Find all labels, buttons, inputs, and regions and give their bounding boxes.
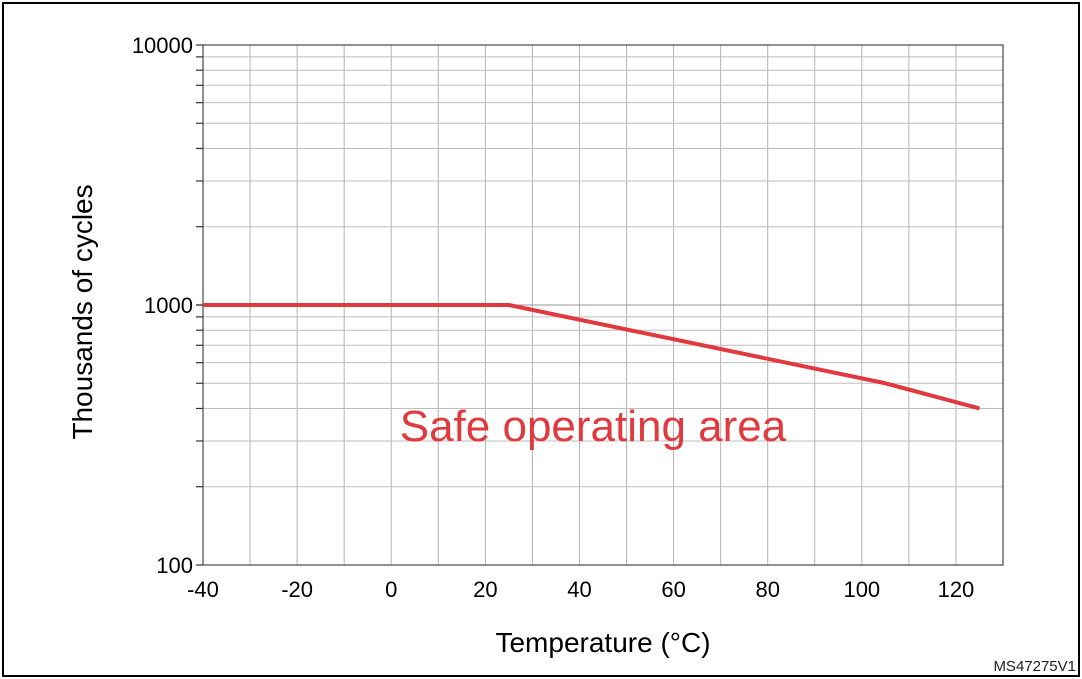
y-minor-ticks (196, 44, 203, 566)
x-tick-labels: -40 -20 0 20 40 60 80 100 120 (187, 577, 974, 602)
x-tick-label: 80 (755, 577, 779, 602)
y-tick-labels: 100 1000 10000 (132, 33, 193, 578)
x-tick-label: -40 (187, 577, 219, 602)
y-axis-title: Thousands of cycles (67, 184, 98, 439)
y-tick-label: 10000 (132, 33, 193, 58)
x-tick-label: 40 (567, 577, 591, 602)
x-tick-label: 120 (938, 577, 975, 602)
x-axis-title: Temperature (°C) (495, 627, 710, 658)
y-tick-label: 100 (156, 553, 193, 578)
x-tick-label: 60 (661, 577, 685, 602)
figure-code: MS47275V1 (993, 658, 1076, 675)
x-tick-label: 0 (385, 577, 397, 602)
y-tick-label: 1000 (144, 293, 193, 318)
annotation-safe-operating-area: Safe operating area (400, 402, 787, 451)
x-tick-label: 20 (473, 577, 497, 602)
x-tick-label: 100 (843, 577, 880, 602)
series-line (203, 303, 980, 411)
series-layer (203, 303, 980, 411)
x-tick-label: -20 (281, 577, 313, 602)
